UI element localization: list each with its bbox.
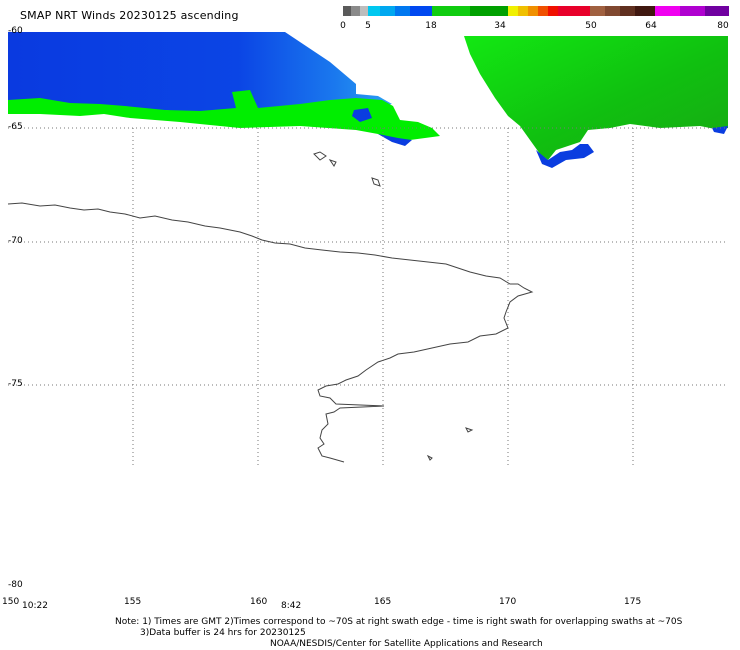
swath-time-label: 8:42 xyxy=(281,601,302,611)
lat-label: -65 xyxy=(8,122,23,132)
lon-label: 165 xyxy=(374,597,392,607)
lon-label: 160 xyxy=(250,597,268,607)
lat-label: -75 xyxy=(8,379,23,389)
lon-label: 175 xyxy=(624,597,642,607)
colorbar-label: 80 xyxy=(717,21,729,31)
wind-speed-colorbar xyxy=(343,6,729,16)
colorbar-label: 64 xyxy=(645,21,657,31)
lon-label: 155 xyxy=(124,597,142,607)
note-line-1: Note: 1) Times are GMT 2)Times correspon… xyxy=(115,617,683,627)
map-title: SMAP NRT Winds 20230125 ascending xyxy=(20,9,239,22)
note-line-2: 3)Data buffer is 24 hrs for 20230125 xyxy=(140,628,306,638)
wind-swath-left-blue xyxy=(8,32,392,112)
colorbar-label: 34 xyxy=(494,21,506,31)
lon-label: 150 xyxy=(2,597,20,607)
wind-swath-right-blue-edge xyxy=(536,144,594,168)
wind-swath-right-green xyxy=(464,36,728,160)
colorbar-label: 0 xyxy=(340,21,346,31)
wind-swath-left-blue-edge xyxy=(378,134,412,146)
map-grid xyxy=(8,127,728,465)
colorbar-label: 5 xyxy=(365,21,371,31)
credit-line: NOAA/NESDIS/Center for Satellite Applica… xyxy=(270,639,543,649)
lat-label: -70 xyxy=(8,236,23,246)
lon-label: 170 xyxy=(499,597,517,607)
lat-label: -60 xyxy=(8,26,23,36)
wind-swath-left-blue-spot xyxy=(352,108,372,122)
coastline xyxy=(7,151,534,463)
colorbar-label: 18 xyxy=(425,21,437,31)
lat-label: -80 xyxy=(8,580,23,590)
swath-time-label: 10:22 xyxy=(22,601,48,611)
colorbar-label: 50 xyxy=(585,21,597,31)
